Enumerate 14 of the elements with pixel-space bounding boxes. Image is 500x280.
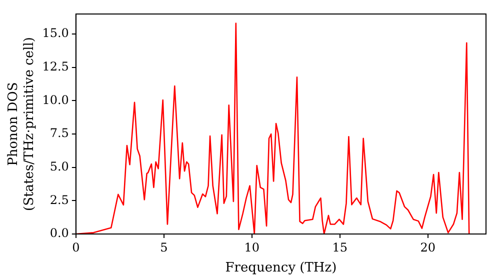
y-tick-label: 15.0 — [42, 26, 69, 40]
x-tick-label: 10 — [244, 240, 260, 254]
y-tick-label: 10.0 — [42, 92, 69, 107]
y-tick-label: 5.0 — [50, 159, 69, 174]
x-tick-label: 5 — [160, 240, 168, 254]
y-tick-label: 2.5 — [50, 192, 69, 207]
x-tick-label: 20 — [420, 240, 436, 254]
y-tick-label: 12.5 — [42, 59, 69, 74]
x-tick-label: 15 — [332, 240, 348, 254]
y-tick-label: 7.5 — [50, 126, 69, 140]
x-tick-label: 0 — [72, 240, 80, 254]
x-axis-title: Frequency (THz) — [225, 260, 337, 276]
y-tick-label: 0.0 — [50, 226, 69, 240]
y-axis-title: Phonon DOS (States/THz·primitive cell) — [6, 36, 37, 212]
